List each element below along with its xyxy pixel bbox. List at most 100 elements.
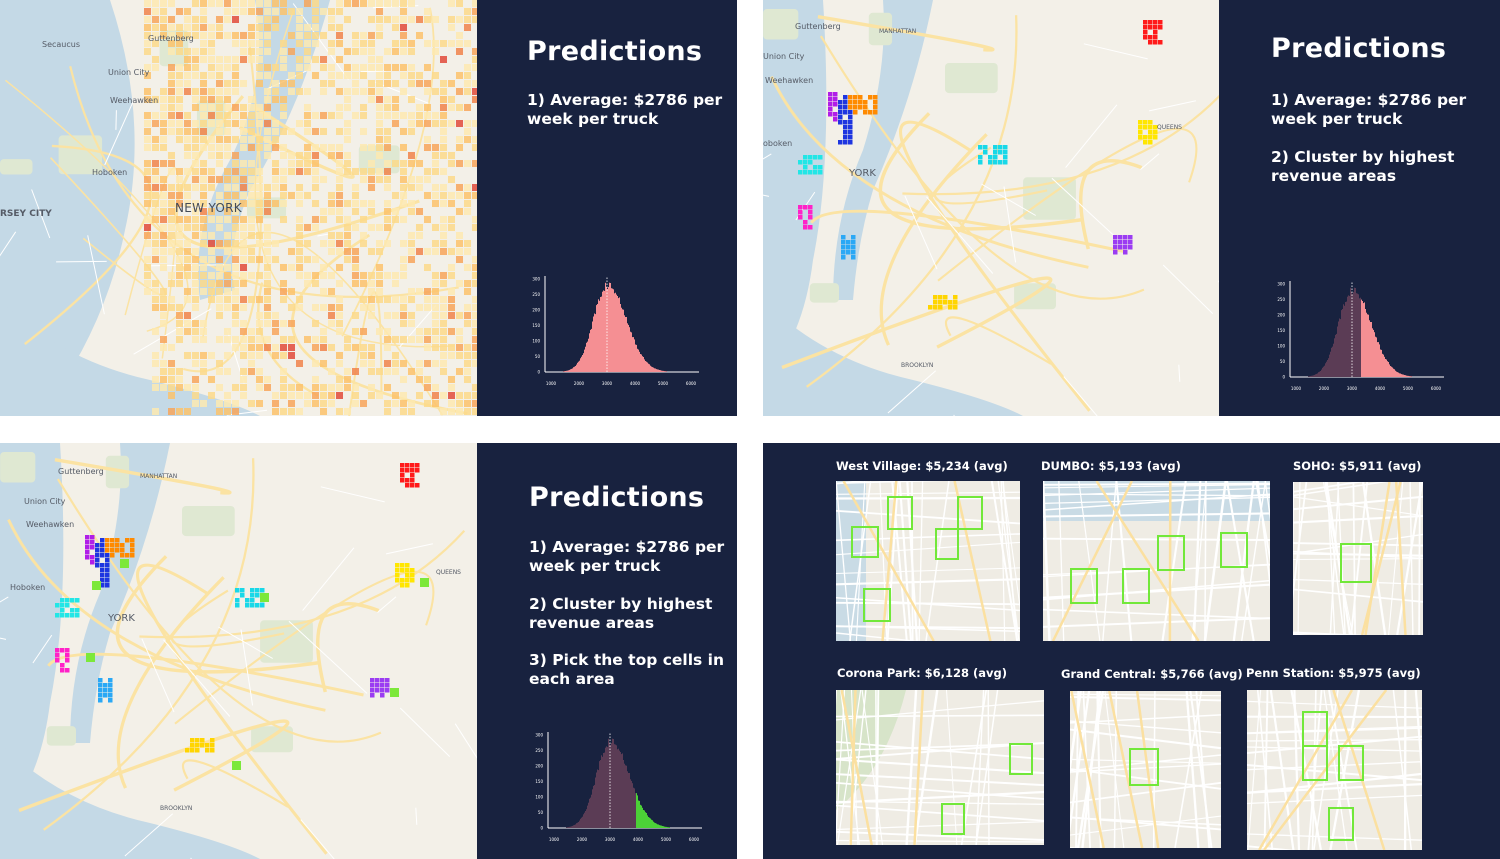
heat-cell	[384, 312, 391, 319]
heat-cell	[184, 256, 191, 263]
heat-cell	[416, 224, 423, 231]
histogram-bar	[1367, 314, 1368, 377]
histogram-bar	[623, 309, 624, 372]
heat-cell	[216, 0, 223, 7]
street	[1247, 845, 1297, 850]
heat-cell	[440, 168, 447, 175]
cluster-cell	[853, 100, 858, 105]
heat-cell	[368, 368, 375, 375]
heat-cell	[344, 136, 351, 143]
histogram-bar	[586, 342, 587, 372]
map-label: NEW YORK	[175, 201, 242, 215]
heat-cell	[152, 304, 159, 311]
heat-cell	[416, 32, 423, 39]
heat-cell	[296, 360, 303, 367]
cluster-cell	[828, 97, 833, 102]
histogram-bar	[655, 368, 656, 372]
heat-cell	[328, 64, 335, 71]
histogram-bar	[1355, 288, 1356, 377]
map-label: oboken	[763, 139, 793, 148]
heat-cell	[368, 40, 375, 47]
heat-cell	[464, 192, 471, 199]
histogram-bar	[583, 353, 584, 372]
heat-cell	[448, 152, 455, 159]
heat-cell	[216, 296, 223, 303]
heat-cell	[296, 72, 303, 79]
heat-cell	[176, 376, 183, 383]
histogram-bar	[1339, 318, 1340, 377]
cluster-cell	[108, 678, 113, 683]
cluster-cell	[933, 295, 938, 300]
heat-cell	[376, 328, 383, 335]
street	[887, 370, 937, 414]
heat-cell	[216, 288, 223, 295]
heat-cell	[392, 312, 399, 319]
heat-cell	[176, 64, 183, 71]
heat-cell	[384, 208, 391, 215]
heat-cell	[376, 128, 383, 135]
heat-cell	[440, 272, 447, 279]
heat-cell	[456, 0, 463, 7]
heat-cell	[192, 160, 199, 167]
heat-cell	[152, 328, 159, 335]
cluster-cell	[1138, 130, 1143, 135]
cluster-cell	[841, 240, 846, 245]
heat-cell	[424, 16, 431, 23]
cluster-cell	[380, 688, 385, 693]
histogram-bar	[661, 370, 662, 372]
heat-cell	[240, 280, 247, 287]
street	[1070, 695, 1221, 702]
heat-cell	[200, 8, 207, 15]
heat-cell	[176, 88, 183, 95]
heat-cell	[464, 320, 471, 327]
street	[1083, 43, 1148, 60]
heat-cell	[368, 168, 375, 175]
histogram-bar	[1309, 376, 1310, 377]
heat-cell	[272, 144, 279, 151]
histogram-bar	[1400, 373, 1401, 377]
heat-cell	[440, 136, 447, 143]
histogram-bar	[1345, 302, 1346, 377]
heat-cell	[288, 48, 295, 55]
heat-cell	[368, 16, 375, 23]
heat-cell	[384, 136, 391, 143]
histogram-bar	[641, 354, 642, 372]
street	[1192, 481, 1202, 641]
histogram-bar	[1324, 365, 1325, 377]
heat-cell	[144, 240, 151, 247]
heat-cell	[176, 8, 183, 15]
park	[809, 283, 839, 303]
heat-cell	[240, 104, 247, 111]
cluster-cell	[993, 150, 998, 155]
cluster-cell	[200, 743, 205, 748]
heat-cell	[464, 208, 471, 215]
x-tick-label: 3000	[605, 837, 616, 842]
cluster-cell	[838, 140, 843, 145]
cluster-cell	[100, 573, 105, 578]
heat-cell	[224, 232, 231, 239]
histogram-bar	[639, 351, 640, 372]
heat-cell	[360, 64, 367, 71]
heat-cell	[440, 40, 447, 47]
cluster-cell	[105, 543, 110, 548]
road	[181, 759, 289, 808]
cluster-cell	[410, 568, 415, 573]
cluster-cell	[1113, 235, 1118, 240]
heat-cell	[432, 336, 439, 343]
heat-cell	[248, 336, 255, 343]
cluster-cell	[833, 97, 838, 102]
cluster-cell	[95, 558, 100, 563]
histogram-bar	[587, 805, 588, 828]
histogram-bar	[580, 358, 581, 372]
heat-cell	[248, 136, 255, 143]
histogram-bar	[584, 349, 585, 372]
cluster-cell	[828, 102, 833, 107]
heat-cell	[192, 280, 199, 287]
map-label: BROOKLYN	[901, 362, 934, 369]
cluster-cell	[405, 573, 410, 578]
heat-cell	[224, 152, 231, 159]
heat-cell	[424, 376, 431, 383]
heat-cell	[448, 160, 455, 167]
cluster-cell	[828, 107, 833, 112]
heat-cell	[256, 368, 263, 375]
